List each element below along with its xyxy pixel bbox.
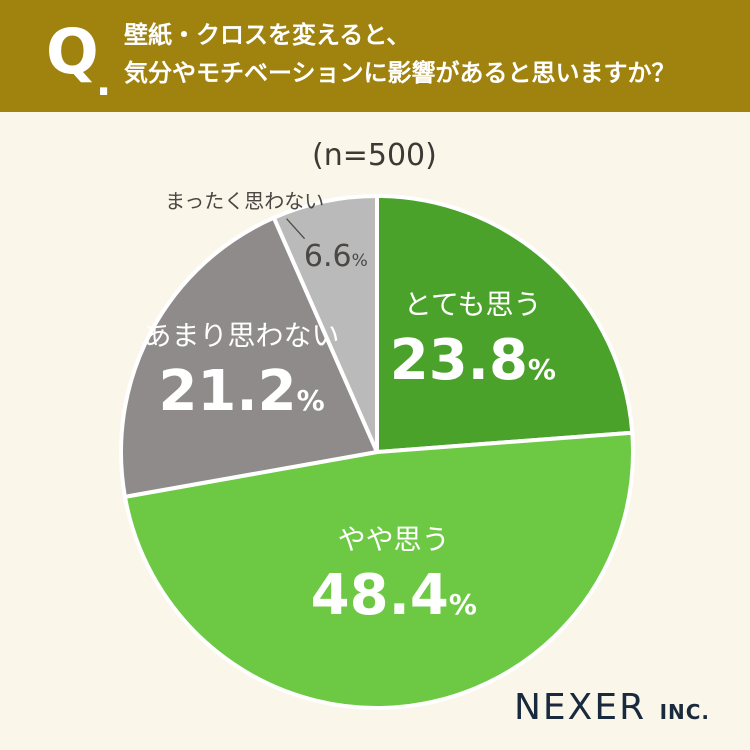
slice-value-amari: 21.2%	[158, 358, 325, 424]
slice-totemo	[375, 194, 635, 454]
q-dot: .	[96, 59, 112, 105]
question-line-1: 壁紙・クロスを変えると、	[124, 21, 411, 49]
slice-mattaku	[271, 194, 379, 454]
leader-line	[286, 218, 306, 240]
slice-label-mattaku: まったく思わない	[165, 188, 325, 213]
nexer-logo: NEXER INC.	[514, 687, 711, 728]
question-line-2: 気分やモチベーションに影響があると思いますか？	[124, 59, 676, 87]
slice-value-mattaku: 6.6%	[303, 238, 368, 274]
slice-label-amari: あまり思わない	[143, 318, 340, 352]
slice-amari	[119, 215, 379, 499]
slice-yaya	[122, 430, 635, 710]
sample-size-label: (n=500)	[312, 138, 437, 173]
slice-label-totemo: とても思う	[403, 287, 542, 321]
slice-value-yaya: 48.4%	[310, 563, 477, 629]
slice-label-yaya: やや思う	[337, 523, 450, 557]
question-header: Q . 壁紙・クロスを変えると、 気分やモチベーションに影響があると思いますか？	[0, 0, 750, 112]
q-mark: Q	[46, 15, 99, 88]
slice-value-totemo: 23.8%	[389, 327, 556, 393]
